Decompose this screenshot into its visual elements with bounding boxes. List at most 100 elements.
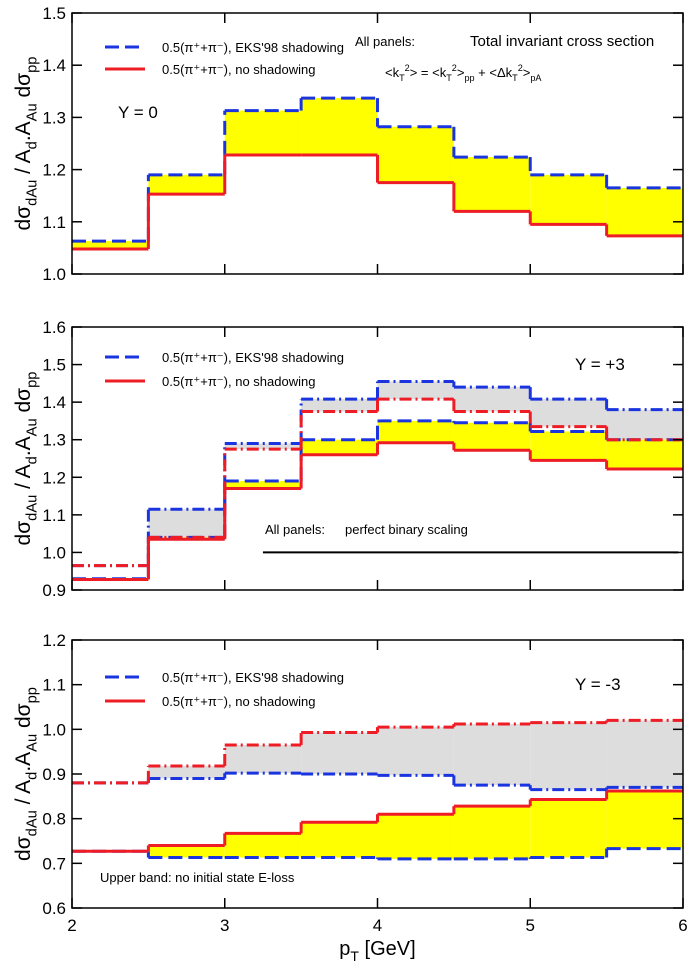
y-tick-label: 1.4 — [42, 56, 66, 75]
band — [301, 439, 378, 455]
formula: <kT2> = <kT2>pp + <ΔkT2>pA — [385, 63, 542, 83]
band — [530, 799, 607, 858]
y-tick-label: 0.8 — [42, 810, 66, 829]
text-part: pp — [24, 372, 40, 388]
band — [377, 381, 454, 400]
y-tick-label: 1.2 — [42, 161, 66, 180]
text-part: Au — [24, 734, 40, 752]
band — [377, 727, 454, 776]
text-part: T — [512, 73, 518, 83]
x-tick-label: 3 — [220, 916, 229, 935]
text-part: pp — [464, 73, 474, 83]
band — [301, 98, 378, 155]
text-part: 2 — [518, 63, 523, 73]
legend-label: 0.5(π⁺+π⁻), no shadowing — [162, 374, 315, 389]
legend-label: 0.5(π⁺+π⁻), EKS'98 shadowing — [162, 350, 344, 365]
annotation: All panels: — [265, 522, 325, 537]
text-part: pA — [530, 73, 542, 83]
y-tick-label: 1.5 — [42, 4, 66, 23]
band — [530, 399, 607, 427]
text-part: > — [523, 65, 531, 80]
band — [453, 806, 531, 859]
legend-label: 0.5(π⁺+π⁻), no shadowing — [162, 62, 315, 77]
text-part: 2 — [452, 63, 457, 73]
annotation: perfect binary scaling — [345, 522, 468, 537]
x-tick-label: 6 — [678, 916, 687, 935]
y-axis-label: dσdAu / Ad.AAu dσpp — [12, 57, 40, 231]
text-part: .A — [12, 121, 35, 141]
text-part: dσ — [12, 836, 35, 861]
y-tick-label: 0.9 — [42, 765, 66, 784]
band — [301, 399, 378, 412]
band — [377, 814, 454, 859]
y-tick-label: 1.2 — [42, 468, 66, 487]
y-tick-label: 1.3 — [42, 431, 66, 450]
y-tick-label: 1.4 — [42, 393, 66, 412]
text-part: d — [24, 141, 40, 149]
text-part: dσ — [12, 388, 35, 419]
text-part: Au — [24, 418, 40, 436]
y-tick-label: 1.1 — [42, 213, 66, 232]
band — [453, 422, 531, 451]
text-part: dAu — [24, 810, 40, 836]
panel-label: Y = -3 — [575, 675, 621, 694]
y-tick-label: 1.1 — [42, 676, 66, 695]
band — [453, 723, 531, 786]
annotation: Total invariant cross section — [470, 33, 654, 50]
band — [530, 722, 607, 790]
text-part: d — [24, 772, 40, 780]
text-part: T — [350, 948, 359, 964]
y-tick-label: 0.7 — [42, 854, 66, 873]
band — [224, 110, 302, 155]
x-tick-label: 4 — [373, 916, 382, 935]
x-tick-label: 5 — [526, 916, 535, 935]
text-part: dσ — [12, 521, 35, 546]
text-part: dσ — [12, 703, 35, 734]
y-tick-label: 1.1 — [42, 506, 66, 525]
text-part: T — [399, 73, 405, 83]
y-tick-label: 1.0 — [42, 543, 66, 562]
band — [72, 241, 149, 249]
band — [224, 443, 302, 450]
y-tick-label: 0.6 — [42, 899, 66, 918]
text-part: / A — [12, 780, 35, 810]
legend-label: 0.5(π⁺+π⁻), EKS'98 shadowing — [162, 40, 344, 55]
x-tick-label: 2 — [67, 916, 76, 935]
band — [606, 790, 683, 849]
annotation: Upper band: no initial state E-loss — [100, 870, 295, 885]
band — [530, 174, 607, 225]
y-tick-label: 1.0 — [42, 720, 66, 739]
band — [377, 420, 454, 443]
legend-label: 0.5(π⁺+π⁻), no shadowing — [162, 694, 315, 709]
text-part: .A — [12, 752, 35, 772]
band — [224, 744, 302, 774]
text-part: > — [457, 65, 465, 80]
text-part: <k — [385, 65, 400, 80]
y-tick-label: 1.5 — [42, 356, 66, 375]
text-part: dσ — [12, 73, 35, 104]
y-tick-label: 1.6 — [42, 318, 66, 337]
text-part: T — [446, 73, 452, 83]
panel-label: Y = 0 — [118, 103, 158, 122]
text-part: dAu — [24, 180, 40, 206]
x-axis-label: pT [GeV] — [339, 938, 415, 964]
text-part: 2 — [405, 63, 410, 73]
text-part: [GeV] — [359, 938, 416, 960]
text-part: pp — [24, 687, 40, 703]
y-tick-label: 1.3 — [42, 108, 66, 127]
y-axis-label: dσdAu / Ad.AAu dσpp — [12, 372, 40, 546]
band — [148, 845, 225, 858]
band — [301, 822, 378, 858]
band — [606, 720, 683, 788]
text-part: d — [24, 456, 40, 464]
text-part: / A — [12, 149, 35, 179]
panel-label: Y = +3 — [575, 355, 625, 374]
text-part: Au — [24, 103, 40, 121]
band — [453, 387, 531, 412]
legend-label: 0.5(π⁺+π⁻), EKS'98 shadowing — [162, 670, 344, 685]
band — [606, 187, 683, 236]
band — [453, 157, 531, 212]
text-part: .A — [12, 436, 35, 456]
text-part: + <Δk — [475, 65, 513, 80]
band — [530, 431, 607, 461]
